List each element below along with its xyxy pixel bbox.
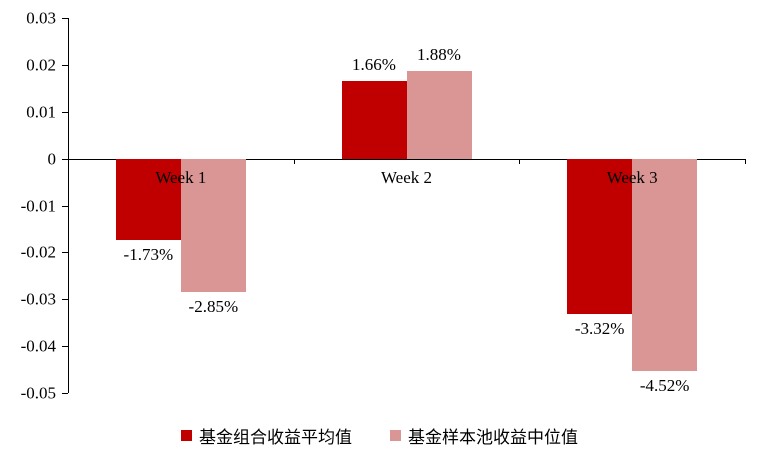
y-axis-label: 0.03 <box>26 8 56 28</box>
data-label: -1.73% <box>123 244 174 264</box>
y-tick <box>62 205 68 207</box>
y-axis-label: -0.04 <box>20 336 56 356</box>
y-axis-label: -0.03 <box>20 289 56 309</box>
y-tick <box>62 111 68 113</box>
legend: 基金组合收益平均值 基金样本池收益中位值 <box>0 423 759 448</box>
y-axis-label: -0.01 <box>20 196 56 215</box>
y-tick <box>62 346 68 348</box>
bar <box>567 158 633 315</box>
bar <box>632 158 698 371</box>
data-label: 1.66% <box>352 54 396 74</box>
y-axis-line <box>68 18 69 393</box>
x-tick <box>519 158 521 164</box>
bar <box>115 158 181 240</box>
y-tick <box>62 18 68 19</box>
y-axis-label: 0.01 <box>26 102 56 122</box>
y-axis-label: 0.02 <box>26 55 56 75</box>
legend-label: 基金组合收益平均值 <box>199 428 352 447</box>
x-axis-line <box>68 158 745 160</box>
y-tick <box>62 252 68 254</box>
legend-swatch <box>181 430 192 441</box>
x-tick <box>745 158 746 164</box>
bar <box>180 158 246 293</box>
y-tick <box>62 393 68 394</box>
legend-item: 基金组合收益平均值 <box>181 423 352 448</box>
y-tick <box>62 158 68 160</box>
x-tick <box>293 158 295 164</box>
category-label: Week 1 <box>155 167 207 187</box>
category-label: Week 2 <box>380 167 433 187</box>
data-label: -3.32% <box>574 319 625 339</box>
legend-item: 基金样本池收益中位值 <box>390 423 578 448</box>
y-axis-label: 0 <box>47 149 57 169</box>
legend-swatch <box>390 430 401 441</box>
y-axis-label: -0.05 <box>20 383 56 403</box>
legend-label: 基金样本池收益中位值 <box>408 428 578 447</box>
bar <box>341 80 407 159</box>
data-label: -4.52% <box>639 375 690 395</box>
data-label: -2.85% <box>188 297 239 317</box>
y-tick <box>62 299 68 301</box>
y-tick <box>62 64 68 66</box>
x-tick <box>68 158 69 164</box>
bar <box>406 70 472 159</box>
category-label: Week 3 <box>606 167 658 187</box>
y-axis-label: -0.02 <box>20 242 56 262</box>
data-label: 1.88% <box>417 44 461 64</box>
